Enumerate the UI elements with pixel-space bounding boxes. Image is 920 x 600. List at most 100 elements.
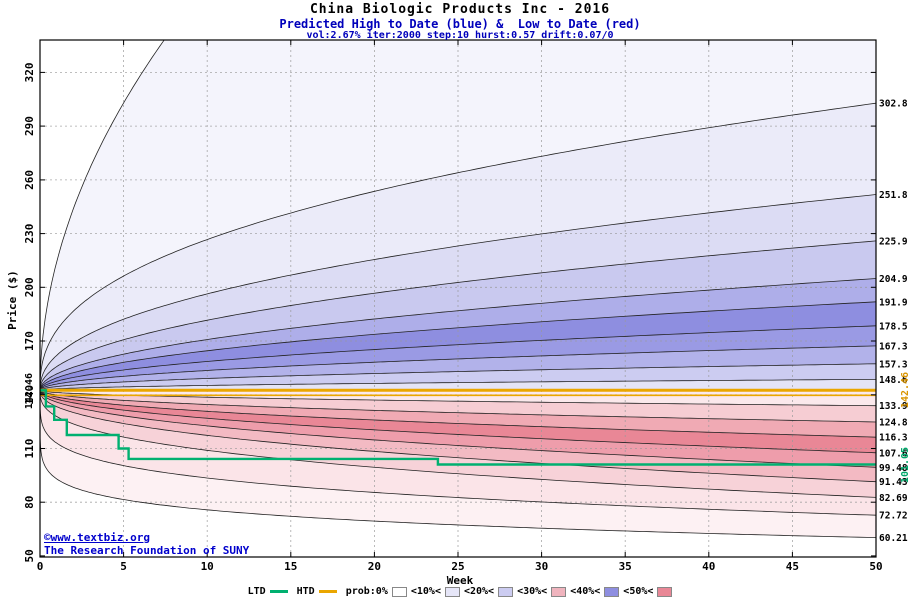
low-curve-8 bbox=[40, 390, 876, 538]
right-label-high: 251.8 bbox=[879, 190, 908, 201]
htd-line bbox=[40, 388, 876, 397]
y-tick-label: 200 bbox=[23, 277, 36, 297]
watermark-link[interactable]: ©www.textbiz.org bbox=[44, 531, 150, 544]
ltd-line bbox=[40, 389, 876, 466]
y-tick-label: 290 bbox=[23, 116, 36, 136]
right-label-high: 225.9 bbox=[879, 236, 908, 247]
y-tick-label: 80 bbox=[23, 496, 36, 509]
right-label-high: 178.5 bbox=[879, 321, 908, 332]
x-tick-label: 40 bbox=[702, 560, 715, 573]
legend-htd-label: HTD bbox=[296, 586, 315, 597]
y-tick-label: 260 bbox=[23, 170, 36, 190]
right-label-low: 99.48 bbox=[879, 463, 908, 474]
x-tick-label: 50 bbox=[869, 560, 882, 573]
percentile-curves bbox=[40, 40, 876, 538]
band-high-7 bbox=[40, 345, 876, 391]
low-curve-3 bbox=[40, 390, 876, 454]
x-tick-label: 45 bbox=[786, 560, 799, 573]
low-curve-1 bbox=[40, 390, 876, 423]
y-tick-label: 110 bbox=[23, 439, 36, 459]
x-tick-label: 15 bbox=[284, 560, 297, 573]
y-tick-label: 230 bbox=[23, 224, 36, 244]
high-curve-7 bbox=[40, 345, 876, 391]
right-label-low: 124.8 bbox=[879, 418, 908, 429]
chart-subtitle: Predicted High to Date (blue) & Low to D… bbox=[279, 17, 641, 31]
band-low-3 bbox=[40, 390, 876, 453]
band-high-1 bbox=[40, 103, 876, 391]
legend-prob0-label: prob:0% bbox=[345, 586, 388, 597]
band-low-4 bbox=[40, 390, 876, 468]
right-label-high: 148.6 bbox=[879, 375, 908, 386]
grid bbox=[40, 40, 876, 557]
y-tick-label: 170 bbox=[23, 331, 36, 351]
low-curve-7 bbox=[40, 390, 876, 516]
high-curve-5 bbox=[40, 301, 876, 391]
htd-price-label: 142.46 bbox=[900, 371, 911, 409]
y-tick-label: 140 bbox=[23, 385, 36, 405]
band-low-5 bbox=[40, 390, 876, 482]
y-tick-labels: 50 80 110 140 170 200 230 260 290 320 bbox=[23, 62, 36, 562]
legend-band-label-1: <20%< bbox=[463, 586, 495, 597]
band-low-2 bbox=[40, 390, 876, 438]
start-price-label: 142.46 bbox=[24, 372, 35, 410]
legend-band-label-0: <10%< bbox=[410, 586, 441, 597]
right-label-high: 191.9 bbox=[879, 297, 908, 308]
band-high-0 bbox=[40, 40, 876, 391]
probability-bands-low bbox=[40, 390, 876, 538]
high-curve-6 bbox=[40, 325, 876, 391]
legend-band-swatch-4 bbox=[657, 586, 673, 597]
right-label-low: 60.21 bbox=[879, 533, 908, 544]
page-title: China Biologic Products Inc - 2016 bbox=[309, 2, 611, 17]
y-tick-label: 320 bbox=[23, 62, 36, 82]
legend-band-label-3: <40%< bbox=[570, 586, 601, 597]
legend-ltd-swatch bbox=[269, 590, 288, 593]
high-curve-4 bbox=[40, 278, 876, 391]
low-curve-4 bbox=[40, 390, 876, 468]
x-tick-label: 5 bbox=[120, 560, 127, 573]
x-tick-label: 25 bbox=[451, 560, 464, 573]
high-curve-2 bbox=[40, 194, 876, 391]
low-curve-2 bbox=[40, 390, 876, 438]
legend-prob0-swatch bbox=[391, 586, 407, 597]
x-tick-label: 0 bbox=[37, 560, 44, 573]
right-label-low: 116.3 bbox=[879, 433, 908, 444]
legend-band-label-2: <30%< bbox=[517, 586, 548, 597]
high-curve-0 bbox=[40, 40, 165, 391]
high-curve-9 bbox=[40, 379, 876, 391]
low-curve-0 bbox=[40, 390, 876, 407]
band-high-3 bbox=[40, 240, 876, 391]
legend-ltd-label: LTD bbox=[247, 586, 266, 597]
right-label-high: 157.3 bbox=[879, 359, 908, 370]
legend-band-swatch-0 bbox=[444, 586, 460, 597]
right-label-low: 107.6 bbox=[879, 448, 908, 459]
band-low-8 bbox=[40, 390, 876, 538]
low-curve-5 bbox=[40, 390, 876, 483]
right-label-high: 204.9 bbox=[879, 274, 908, 285]
right-label-low: 72.72 bbox=[879, 511, 908, 522]
x-axis-label: Week bbox=[446, 574, 474, 587]
band-high-5 bbox=[40, 301, 876, 391]
high-curve-8 bbox=[40, 363, 876, 391]
high-curve-1 bbox=[40, 102, 876, 391]
right-label-low: 91.43 bbox=[879, 477, 908, 488]
x-tick-label: 35 bbox=[619, 560, 632, 573]
band-low-0 bbox=[40, 390, 876, 406]
x-tick-labels: 0 5 10 15 20 25 30 35 40 45 50 bbox=[37, 560, 883, 573]
x-tick-label: 10 bbox=[201, 560, 214, 573]
right-price-labels: 302.8 251.8 225.9 204.9 191.9 178.5 167.3 157.3… bbox=[879, 99, 908, 544]
axis-ticks bbox=[39, 40, 877, 557]
ltd-price-label: 101.05 bbox=[900, 446, 911, 484]
chart-legend: LTD HTD prob:0% <10%< <20%< <30%< <40%< <50%< bbox=[0, 586, 920, 597]
watermark-org: The Research Foundation of SUNY bbox=[44, 544, 250, 557]
band-high-6 bbox=[40, 325, 876, 391]
right-label-low: 82.69 bbox=[879, 493, 908, 504]
y-tick-label: 50 bbox=[23, 549, 36, 562]
band-high-9 bbox=[40, 379, 876, 391]
simulation-params: vol:2.67% iter:2000 step:10 hurst:0.57 d… bbox=[306, 30, 614, 41]
y-axis-label: Price ($) bbox=[6, 270, 19, 330]
x-tick-label: 20 bbox=[368, 560, 381, 573]
high-curve-3 bbox=[40, 240, 876, 391]
x-tick-label: 30 bbox=[535, 560, 548, 573]
